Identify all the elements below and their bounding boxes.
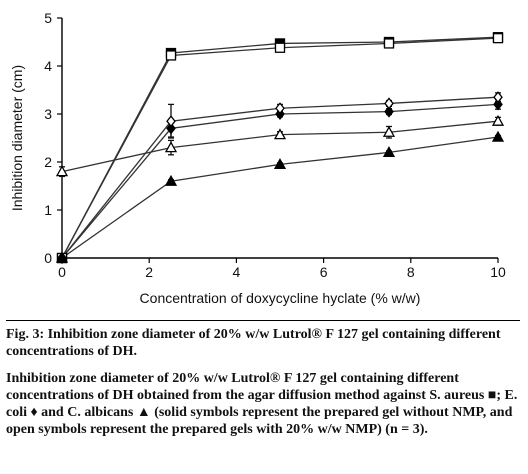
data-point-square	[274, 42, 286, 53]
x-tick-label: 4	[233, 264, 241, 280]
data-point-triangle	[273, 158, 287, 170]
series-line	[61, 37, 499, 259]
data-point-triangle	[55, 251, 69, 263]
y-tick-label: 1	[44, 202, 52, 218]
series-line	[61, 96, 499, 259]
data-point-triangle	[164, 141, 178, 153]
data-point-triangle	[382, 125, 396, 137]
y-tick-label: 2	[44, 154, 52, 170]
data-point-triangle	[491, 130, 505, 142]
data-point-square	[383, 38, 395, 49]
data-point-triangle	[164, 174, 178, 186]
y-axis-label: Inhibition diameter (cm)	[9, 65, 25, 211]
x-tick-label: 8	[407, 264, 415, 280]
y-tick-label: 5	[44, 10, 52, 26]
figure-description: Inhibition zone diameter of 20% w/w Lutr…	[6, 371, 518, 437]
x-tick-label: 2	[145, 264, 153, 280]
series-line	[61, 136, 499, 259]
data-point-triangle	[491, 114, 505, 126]
data-point-square	[165, 50, 177, 61]
figure-caption: Fig. 3: Inhibition zone diameter of 20% …	[6, 327, 501, 359]
data-point-square	[492, 33, 504, 44]
data-point-diamond	[166, 115, 176, 128]
x-tick-label: 6	[320, 264, 328, 280]
data-point-diamond	[384, 97, 394, 110]
caption-divider	[6, 320, 520, 321]
data-point-diamond	[493, 91, 503, 104]
x-tick-label: 10	[490, 264, 506, 280]
chart-area: Inhibition diameter (cm) Concentration o…	[9, 10, 506, 306]
y-tick-label: 3	[44, 106, 52, 122]
data-point-diamond	[384, 105, 394, 118]
x-tick-label: 0	[58, 264, 66, 280]
x-axis-label: Concentration of doxycycline hyclate (% …	[140, 290, 421, 306]
data-point-diamond	[493, 98, 503, 111]
y-tick-label: 0	[44, 250, 52, 266]
data-point-triangle	[273, 128, 287, 140]
data-point-diamond	[166, 122, 176, 135]
data-point-triangle	[55, 165, 69, 177]
y-tick-label: 4	[44, 58, 52, 74]
inhibition-chart: Inhibition diameter (cm) Concentration o…	[9, 10, 506, 306]
series-line	[61, 36, 499, 259]
data-point-diamond	[275, 102, 285, 115]
data-point-triangle	[382, 146, 396, 158]
